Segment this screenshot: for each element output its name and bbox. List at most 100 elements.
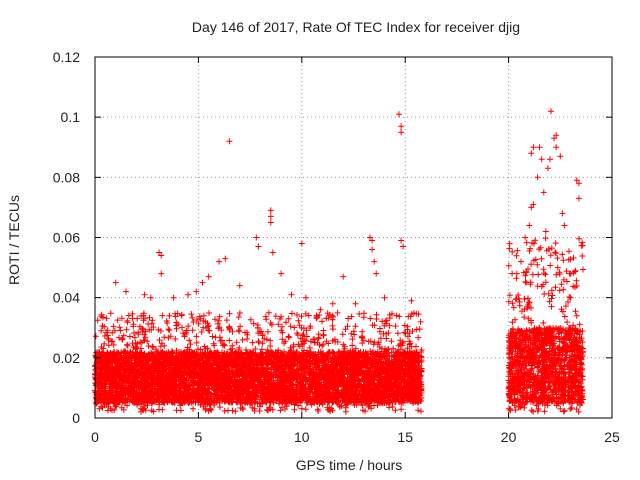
data-point (180, 330, 187, 337)
data-point (330, 314, 337, 320)
data-point (302, 406, 309, 413)
data-point (373, 311, 380, 318)
data-point (131, 334, 138, 341)
data-point (285, 315, 292, 322)
data-point (269, 406, 276, 413)
data-point (352, 323, 359, 330)
data-point (202, 406, 209, 413)
data-point (103, 315, 110, 322)
data-point (404, 333, 411, 340)
data-point (244, 336, 251, 342)
data-point (250, 320, 257, 327)
data-point (98, 344, 105, 350)
data-point (150, 344, 157, 351)
data-point (159, 312, 166, 319)
data-point (265, 309, 272, 316)
data-point (240, 406, 246, 413)
data-point (193, 317, 200, 323)
data-point (294, 311, 300, 318)
data-point (344, 323, 351, 330)
data-point (396, 313, 403, 320)
data-point (226, 310, 233, 317)
data-point (301, 337, 308, 344)
data-point (145, 321, 152, 327)
data-point (193, 333, 200, 340)
data-point (193, 339, 200, 346)
data-point (268, 321, 275, 328)
data-point (149, 343, 156, 350)
data-point (349, 342, 356, 349)
data-point (291, 324, 298, 331)
data-point (202, 382, 209, 389)
data-point (177, 407, 184, 414)
data-point (377, 335, 384, 342)
data-point (116, 334, 122, 341)
data-point (201, 343, 208, 350)
data-point (116, 324, 123, 331)
data-point (392, 407, 399, 414)
data-point (216, 313, 223, 320)
data-point (181, 333, 188, 340)
data-point (226, 337, 233, 344)
data-point (236, 310, 243, 316)
data-point (277, 407, 284, 414)
data-point (99, 323, 106, 329)
data-point (418, 349, 425, 355)
data-point (394, 330, 401, 337)
data-point (345, 315, 352, 322)
data-point (320, 331, 327, 338)
data-point (380, 330, 387, 337)
chart-title: Day 146 of 2017, Rate Of TEC Index for r… (192, 19, 520, 35)
data-point (257, 403, 263, 410)
data-point (307, 325, 313, 331)
data-point (383, 317, 390, 324)
data-point (303, 333, 310, 340)
data-point (323, 338, 330, 345)
data-point (190, 319, 197, 325)
data-point (298, 405, 305, 412)
data-point (365, 338, 372, 345)
data-point (236, 328, 243, 335)
data-point (166, 327, 173, 334)
data-point (227, 346, 234, 353)
data-point (352, 345, 359, 352)
data-point (256, 339, 262, 346)
data-point (118, 315, 125, 322)
data-point (409, 328, 416, 335)
data-point (392, 323, 399, 330)
data-point (362, 408, 369, 415)
data-point (165, 326, 172, 333)
data-point (120, 332, 127, 339)
data-point (216, 404, 223, 411)
data-point (383, 335, 390, 342)
data-point (94, 317, 101, 324)
data-point (125, 312, 132, 319)
data-point (385, 330, 392, 336)
data-point (235, 314, 242, 321)
y-axis-label: ROTI / TECUs (6, 195, 22, 285)
data-point (161, 342, 168, 349)
data-point (190, 405, 196, 412)
data-point (166, 312, 173, 319)
data-point (263, 336, 270, 343)
data-point (209, 333, 216, 340)
data-point (381, 322, 388, 329)
data-point (215, 317, 222, 324)
data-point (367, 315, 374, 322)
data-point (142, 334, 149, 341)
data-point (263, 316, 270, 323)
data-point (306, 344, 313, 351)
data-point (157, 328, 164, 334)
data-point (206, 310, 212, 316)
data-point (418, 408, 424, 415)
data-point (300, 331, 307, 338)
data-point (200, 312, 207, 319)
data-point (123, 326, 130, 333)
data-point (249, 339, 256, 346)
data-point (237, 323, 244, 330)
data-point (259, 331, 266, 337)
data-point (316, 342, 323, 348)
data-point (131, 330, 137, 336)
data-point (415, 334, 422, 341)
